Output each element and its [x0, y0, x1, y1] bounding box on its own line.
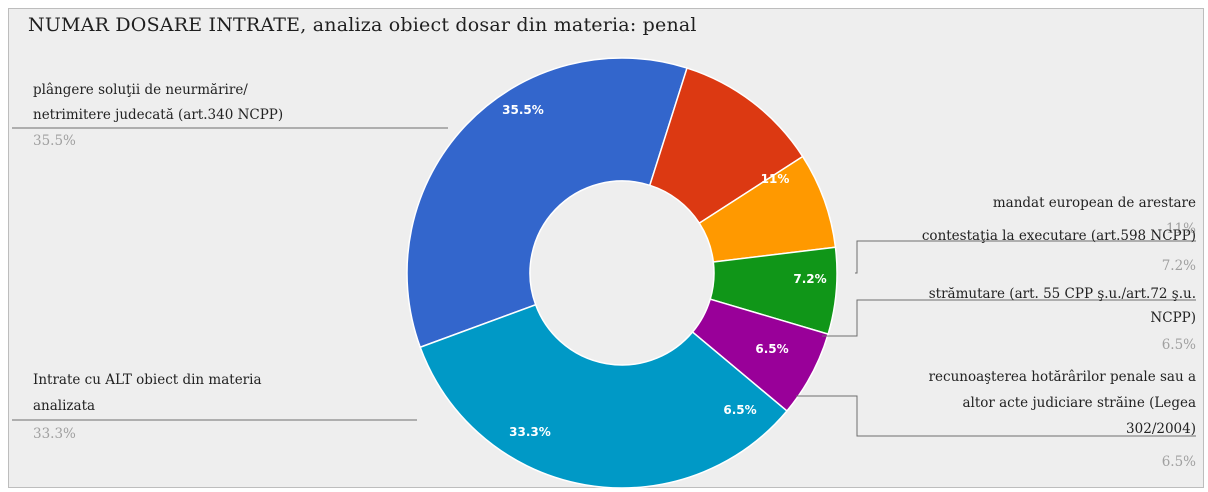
category-percent: 33.3%	[33, 426, 76, 442]
category-percent: 6.5%	[1162, 337, 1196, 353]
category-label: 302/2004)	[1126, 421, 1196, 437]
slice-value-label: 6.5%	[755, 342, 788, 356]
category-label: netrimitere judecată (art.340 NCPP)	[33, 107, 283, 123]
category-label: strămutare (art. 55 CPP ş.u./art.72 ş.u.	[929, 286, 1196, 302]
category-label: mandat european de arestare	[993, 195, 1196, 211]
category-label: NCPP)	[1150, 310, 1196, 326]
leader-line	[796, 395, 1196, 437]
leader-line	[822, 299, 1196, 337]
chart-title: NUMAR DOSARE INTRATE, analiza obiect dos…	[28, 14, 697, 36]
category-percent: 11%	[1166, 221, 1196, 237]
slice-5	[419, 303, 788, 489]
category-label: plângere soluţii de neurmărire/	[33, 82, 248, 98]
slice-value-label: 6.5%	[723, 403, 756, 417]
slice-value-label: 33.3%	[509, 425, 551, 439]
category-label: contestaţia la executare (art.598 NCPP)	[922, 228, 1196, 244]
slice-value-label: 35.5%	[502, 103, 544, 117]
category-percent: 35.5%	[33, 133, 76, 149]
category-label: analizata	[33, 398, 95, 414]
category-percent: 6.5%	[1162, 454, 1196, 470]
slice-1	[648, 67, 804, 225]
category-percent: 7.2%	[1162, 258, 1196, 274]
slice-value-label: 11%	[761, 172, 790, 186]
slice-0	[406, 57, 688, 349]
category-label: recunoaşterea hotărârilor penale sau a	[929, 369, 1196, 385]
leader-line	[855, 240, 1196, 274]
category-label: altor acte judiciare străine (Legea	[962, 395, 1196, 411]
category-label: Intrate cu ALT obiect din materia	[33, 372, 262, 388]
slice-value-label: 7.2%	[793, 272, 826, 286]
